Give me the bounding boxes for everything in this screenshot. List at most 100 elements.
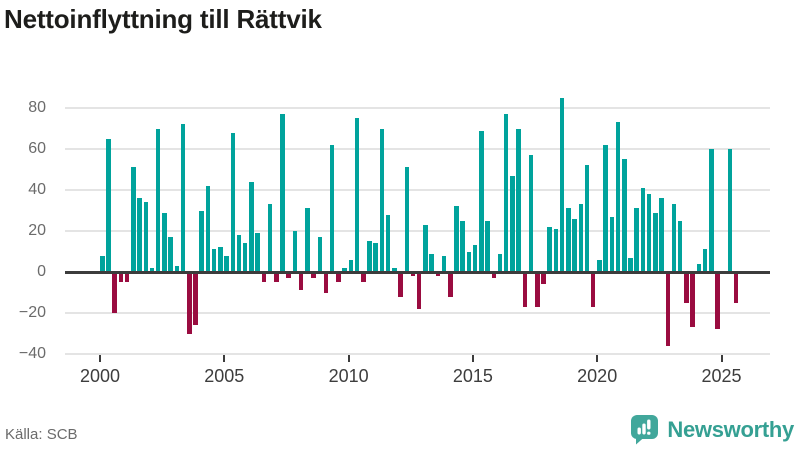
gridline: [65, 353, 770, 355]
bar: [199, 210, 204, 272]
bar: [491, 272, 497, 279]
x-axis-label: 2025: [701, 366, 742, 386]
x-axis-label: 2000: [79, 366, 121, 386]
bar: [653, 212, 658, 272]
bar: [205, 185, 211, 272]
bar: [609, 216, 615, 272]
bar: [615, 122, 621, 272]
x-axis-label: 2020: [577, 366, 618, 386]
x-axis-label: 2015: [452, 366, 493, 386]
gridline: [65, 230, 770, 232]
bar: [715, 272, 720, 330]
bar: [292, 231, 298, 272]
bar: [361, 272, 366, 283]
bar: [373, 243, 378, 272]
bar: [280, 114, 285, 272]
bar: [236, 235, 242, 272]
bar: [348, 259, 354, 272]
bar: [696, 263, 702, 272]
bar: [516, 128, 521, 272]
bar: [124, 272, 130, 283]
bar: [137, 198, 142, 272]
bar: [274, 272, 279, 283]
bar: [404, 167, 410, 272]
bar: [112, 272, 117, 313]
bar: [559, 97, 565, 272]
bar: [510, 175, 515, 272]
bar: [416, 272, 422, 309]
bar: [392, 267, 397, 272]
bar: [242, 243, 248, 272]
bar: [597, 259, 602, 272]
bar: [584, 165, 590, 272]
bar: [566, 208, 571, 272]
y-axis-label: −40: [18, 345, 46, 362]
bar: [423, 224, 428, 272]
bar: [218, 247, 223, 272]
y-axis-label: 0: [37, 263, 46, 280]
source-label: Källa: SCB: [5, 426, 78, 443]
y-axis-label: 80: [28, 99, 46, 116]
newsworthy-wordmark: Newsworthy: [667, 416, 794, 442]
bar: [454, 206, 459, 272]
bar: [634, 208, 639, 272]
bar: [528, 155, 534, 272]
newsworthy-logo[interactable]: Newsworthy: [630, 414, 794, 445]
bar: [286, 272, 291, 279]
bar: [255, 233, 260, 272]
bar: [155, 128, 161, 272]
bar: [578, 204, 584, 272]
bar: [261, 272, 267, 283]
bar: [466, 251, 472, 272]
x-axis-tick: [596, 355, 599, 362]
newsworthy-icon: [630, 414, 660, 445]
bar: [336, 272, 341, 283]
bar: [329, 144, 335, 272]
y-axis-label: 60: [28, 140, 46, 157]
bar: [665, 272, 671, 346]
bar: [429, 253, 434, 272]
bar: [174, 265, 180, 272]
bar: [367, 241, 372, 272]
bar: [677, 220, 683, 272]
y-axis-label: 40: [28, 181, 46, 198]
bar: [249, 181, 254, 272]
bar: [298, 272, 304, 291]
chart-title: Nettoinflyttning till Rättvik: [4, 4, 322, 34]
bar: [628, 257, 633, 272]
gridline: [65, 107, 770, 109]
x-axis-tick: [720, 355, 723, 362]
bar: [162, 212, 167, 272]
bar: [435, 272, 441, 277]
bar: [398, 272, 403, 297]
bar: [535, 272, 540, 307]
bar: [149, 267, 155, 272]
bar: [211, 249, 217, 272]
bar: [485, 220, 490, 272]
bar: [460, 220, 465, 272]
bar: [497, 253, 503, 272]
bar: [590, 272, 596, 307]
gridline: [65, 312, 770, 314]
bar: [603, 144, 608, 272]
bar: [553, 228, 559, 272]
bar: [547, 226, 552, 272]
gridline: [65, 148, 770, 150]
bar: [143, 202, 148, 272]
bar: [230, 132, 235, 272]
bar: [354, 118, 360, 272]
bar: [100, 255, 105, 272]
bar: [572, 218, 577, 272]
bar: [646, 194, 652, 272]
bar: [479, 130, 484, 272]
x-axis-tick: [347, 355, 350, 362]
bar: [622, 159, 627, 272]
bar: [342, 267, 347, 272]
bar: [541, 272, 546, 285]
bar: [168, 237, 173, 272]
bar: [224, 255, 229, 272]
bar: [311, 272, 316, 279]
bar: [709, 149, 714, 272]
bar: [684, 272, 689, 303]
